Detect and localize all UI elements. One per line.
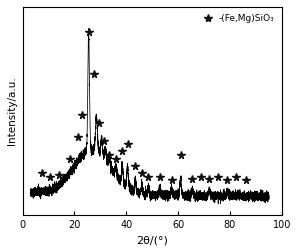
X-axis label: 2θ/(°): 2θ/(°): [136, 235, 168, 245]
Y-axis label: Intensity/a.u.: Intensity/a.u.: [7, 76, 17, 145]
Legend: -(Fe,Mg)SiO₃: -(Fe,Mg)SiO₃: [196, 11, 277, 26]
